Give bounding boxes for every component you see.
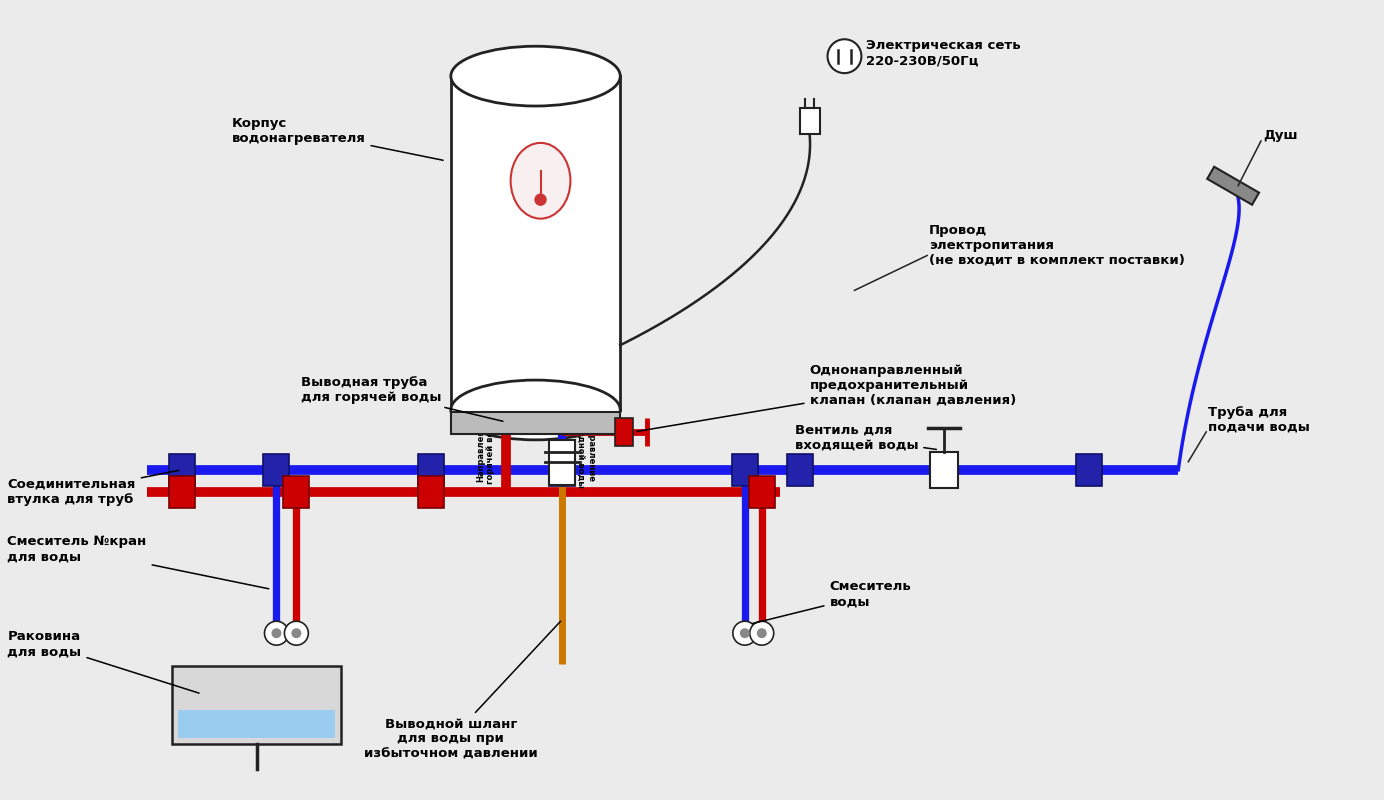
Bar bbox=[549, 440, 576, 485]
Ellipse shape bbox=[451, 380, 620, 440]
Bar bbox=[616, 418, 634, 446]
Bar bbox=[169, 476, 195, 508]
Text: Труба для
подачи воды: Труба для подачи воды bbox=[1208, 406, 1311, 434]
Text: Провод
электропитания
(не входит в комплект поставки): Провод электропитания (не входит в компл… bbox=[929, 224, 1185, 267]
Bar bbox=[930, 452, 958, 488]
Text: Направление
горячей воды: Направление горячей воды bbox=[476, 416, 495, 484]
Bar bbox=[284, 476, 310, 508]
Bar bbox=[263, 454, 289, 486]
Text: Корпус
водонагревателя: Корпус водонагревателя bbox=[231, 117, 443, 160]
Circle shape bbox=[828, 39, 861, 73]
Bar bbox=[451, 412, 620, 434]
Text: Душ: Душ bbox=[1264, 130, 1298, 142]
Ellipse shape bbox=[451, 46, 620, 106]
Circle shape bbox=[536, 194, 547, 205]
Bar bbox=[177, 710, 335, 738]
Circle shape bbox=[750, 622, 774, 645]
Text: Смеситель №кран
для воды: Смеситель №кран для воды bbox=[7, 535, 268, 589]
Bar bbox=[732, 454, 758, 486]
Circle shape bbox=[292, 628, 302, 638]
Text: Соединительная
втулка для труб: Соединительная втулка для труб bbox=[7, 470, 179, 506]
Circle shape bbox=[734, 622, 757, 645]
Bar bbox=[800, 108, 819, 134]
Bar bbox=[418, 476, 444, 508]
Bar bbox=[451, 71, 620, 405]
Circle shape bbox=[285, 622, 309, 645]
Circle shape bbox=[264, 622, 288, 645]
Text: Смеситель
воды: Смеситель воды bbox=[753, 580, 911, 623]
Bar bbox=[418, 454, 444, 486]
Bar bbox=[786, 454, 812, 486]
Bar bbox=[172, 666, 342, 744]
Circle shape bbox=[740, 628, 750, 638]
Bar bbox=[451, 76, 619, 410]
Text: Выводной шланг
для воды при
избыточном давлении: Выводной шланг для воды при избыточном д… bbox=[364, 622, 561, 760]
Text: Вентиль для
входящей воды: Вентиль для входящей воды bbox=[794, 424, 937, 452]
Bar bbox=[1207, 166, 1259, 205]
Text: Однонаправленный
предохранительный
клапан (клапан давления): Однонаправленный предохранительный клапа… bbox=[637, 363, 1016, 431]
Ellipse shape bbox=[511, 143, 570, 218]
Circle shape bbox=[271, 628, 281, 638]
Text: Раковина
для воды: Раковина для воды bbox=[7, 630, 199, 693]
Text: Выводная труба
для горячей воды: Выводная труба для горячей воды bbox=[302, 376, 502, 422]
Bar bbox=[549, 454, 576, 486]
Text: Электрическая сеть
220-230В/50Гц: Электрическая сеть 220-230В/50Гц bbox=[866, 39, 1021, 67]
Bar bbox=[1075, 454, 1102, 486]
Bar bbox=[749, 476, 775, 508]
Text: Направление
холодной воды: Направление холодной воды bbox=[576, 412, 595, 488]
Circle shape bbox=[757, 628, 767, 638]
Bar bbox=[169, 454, 195, 486]
